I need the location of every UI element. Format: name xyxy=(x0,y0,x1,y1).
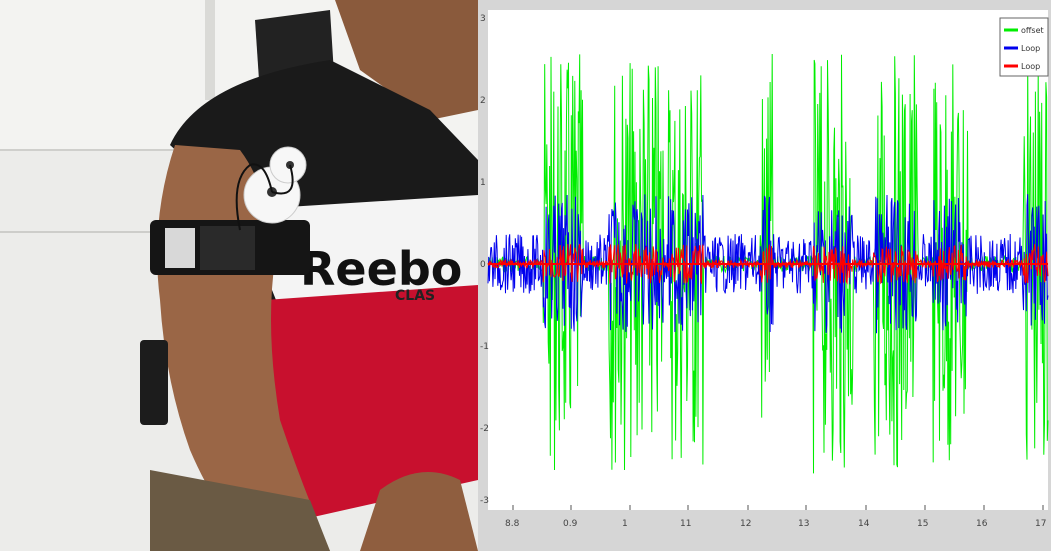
photo-panel: Reebo CLAS xyxy=(0,0,478,551)
legend-item-1: offset xyxy=(1021,26,1044,35)
y-tick-label: -1 xyxy=(480,342,489,352)
y-axis: 3 2 1 0 -1 -2 -3 xyxy=(480,14,489,506)
sensor-module xyxy=(200,226,255,270)
sensor-photo: Reebo CLAS xyxy=(0,0,478,551)
x-tick-label: 15 xyxy=(917,519,928,529)
legend-item-2: Loop xyxy=(1021,44,1040,53)
x-tick-label: 17 xyxy=(1035,519,1046,529)
shirt-sub-text: CLAS xyxy=(395,288,435,304)
signal-line xyxy=(487,194,1049,334)
y-tick-label: -2 xyxy=(480,424,489,434)
signal-line xyxy=(487,243,1049,285)
y-tick-label: -3 xyxy=(480,496,489,506)
shirt-brand-text: Reebo xyxy=(300,242,462,296)
y-tick-label: 1 xyxy=(480,178,486,188)
y-tick-label: 2 xyxy=(480,96,486,106)
x-axis: 8.8 0.9 1 11 12 13 14 15 16 17 xyxy=(505,505,1046,529)
y-tick-label: 3 xyxy=(480,14,486,24)
x-tick-label: 0.9 xyxy=(563,519,578,529)
y-tick-label: 0 xyxy=(480,260,486,270)
legend: offset Loop Loop xyxy=(999,17,1049,77)
x-tick-label: 11 xyxy=(680,519,691,529)
x-tick-label: 12 xyxy=(740,519,751,529)
x-tick-label: 16 xyxy=(976,519,988,529)
signal-traces xyxy=(487,53,1049,474)
legend-item-3: Loop xyxy=(1021,62,1040,71)
x-tick-label: 13 xyxy=(798,519,809,529)
emg-plot-panel: 3 2 1 0 -1 -2 -3 8.8 0.9 1 11 12 13 14 15 16 17 offset … xyxy=(478,0,1051,551)
x-tick-label: 1 xyxy=(622,519,628,529)
x-tick-label: 14 xyxy=(858,519,870,529)
wearable-device xyxy=(140,340,168,425)
x-tick-label: 8.8 xyxy=(505,519,520,529)
